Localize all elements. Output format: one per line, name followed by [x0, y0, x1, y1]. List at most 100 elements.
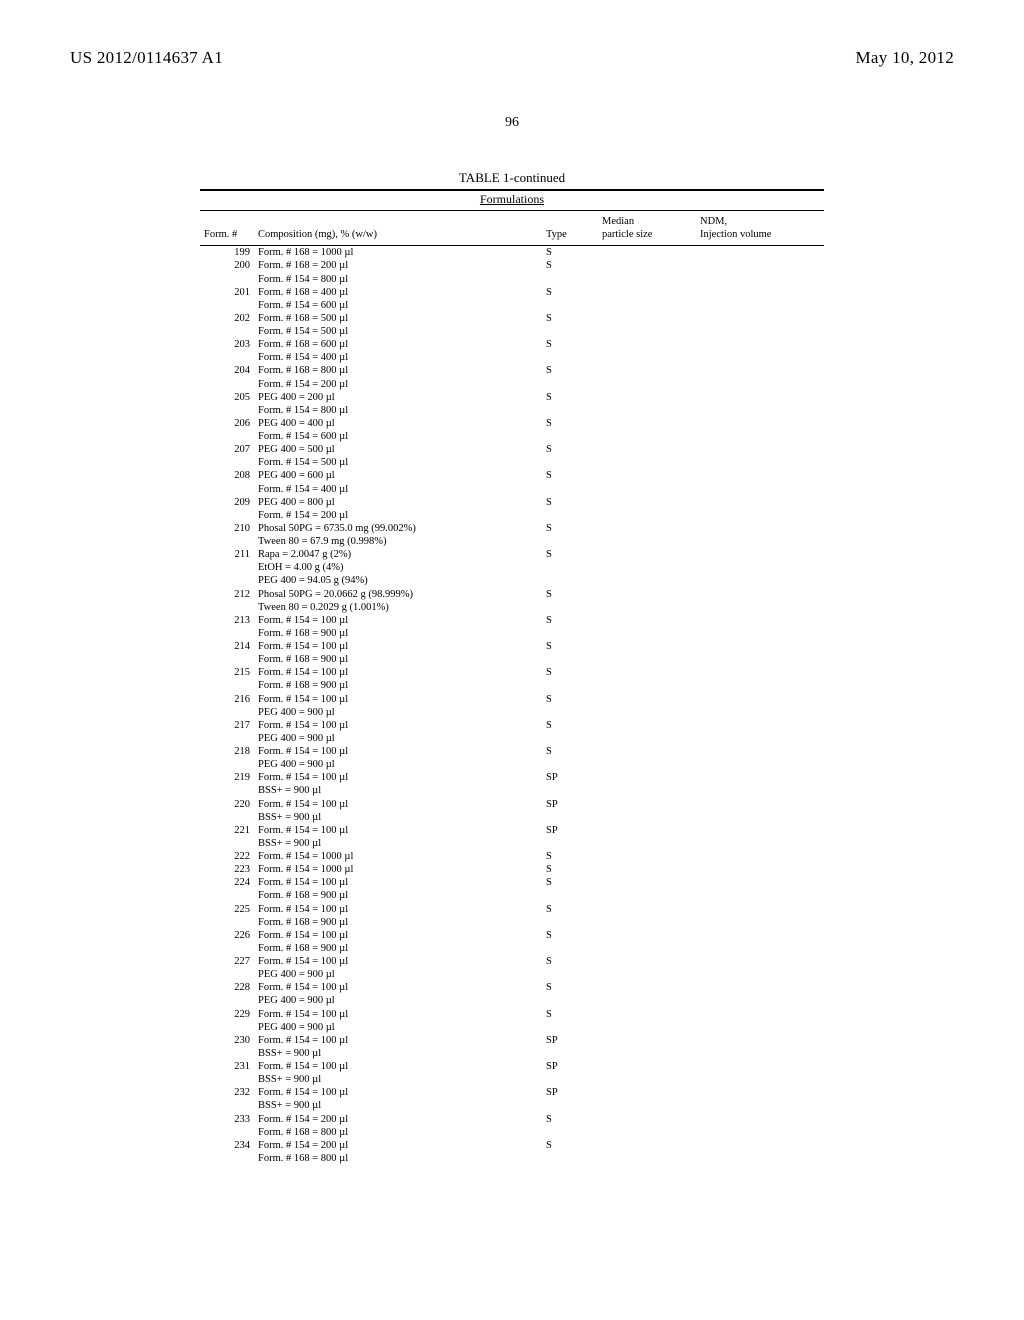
cell-type: S [542, 1139, 598, 1152]
cell-type [542, 535, 598, 548]
table-row: 233Form. # 154 = 200 µlS [200, 1113, 824, 1126]
cell-composition: Form. # 154 = 100 µl [254, 614, 542, 627]
cell-composition: PEG 400 = 200 µl [254, 391, 542, 404]
cell-form-number [200, 942, 254, 955]
cell-form-number [200, 509, 254, 522]
table-row: BSS+ = 900 µl [200, 811, 824, 824]
table-row: 234Form. # 154 = 200 µlS [200, 1139, 824, 1152]
cell-type: S [542, 259, 598, 272]
cell-median [598, 1126, 696, 1139]
cell-type: S [542, 1113, 598, 1126]
cell-form-number: 220 [200, 798, 254, 811]
formulations-table: TABLE 1-continued Formulations Form. # C… [200, 170, 824, 1165]
cell-form-number: 224 [200, 876, 254, 889]
cell-form-number [200, 653, 254, 666]
cell-form-number: 232 [200, 1086, 254, 1099]
cell-form-number: 223 [200, 863, 254, 876]
table-row: 222Form. # 154 = 1000 µlS [200, 850, 824, 863]
cell-type [542, 404, 598, 417]
cell-composition: Form. # 154 = 200 µl [254, 1113, 542, 1126]
cell-median [598, 430, 696, 443]
table-row: BSS+ = 900 µl [200, 1047, 824, 1060]
cell-composition: Form. # 154 = 800 µl [254, 273, 542, 286]
cell-form-number: 205 [200, 391, 254, 404]
cell-composition: Form. # 154 = 100 µl [254, 798, 542, 811]
cell-composition: PEG 400 = 900 µl [254, 758, 542, 771]
cell-composition: BSS+ = 900 µl [254, 1073, 542, 1086]
table-row: Tween 80 = 0.2029 g (1.001%) [200, 601, 824, 614]
cell-composition: Form. # 168 = 900 µl [254, 889, 542, 902]
cell-median [598, 509, 696, 522]
cell-composition: Form. # 154 = 100 µl [254, 1060, 542, 1073]
cell-ndm [696, 876, 824, 889]
cell-median [598, 548, 696, 561]
cell-composition: Form. # 168 = 900 µl [254, 627, 542, 640]
cell-form-number [200, 1126, 254, 1139]
cell-ndm [696, 351, 824, 364]
cell-ndm [696, 955, 824, 968]
cell-form-number: 214 [200, 640, 254, 653]
table-row: 221Form. # 154 = 100 µlSP [200, 824, 824, 837]
cell-median [598, 942, 696, 955]
cell-form-number: 200 [200, 259, 254, 272]
cell-type: S [542, 312, 598, 325]
table-row: 219Form. # 154 = 100 µlSP [200, 771, 824, 784]
cell-composition: Form. # 154 = 500 µl [254, 325, 542, 338]
cell-form-number: 199 [200, 246, 254, 260]
cell-type [542, 653, 598, 666]
table-row: 232Form. # 154 = 100 µlSP [200, 1086, 824, 1099]
cell-ndm [696, 391, 824, 404]
cell-median [598, 968, 696, 981]
cell-median [598, 994, 696, 1007]
cell-composition: Form. # 168 = 500 µl [254, 312, 542, 325]
cell-median [598, 1060, 696, 1073]
cell-form-number: 228 [200, 981, 254, 994]
cell-composition: Phosal 50PG = 6735.0 mg (99.002%) [254, 522, 542, 535]
cell-ndm [696, 417, 824, 430]
cell-composition: Form. # 154 = 100 µl [254, 1086, 542, 1099]
cell-median [598, 981, 696, 994]
table-row: 213Form. # 154 = 100 µlS [200, 614, 824, 627]
table-row: Form. # 154 = 400 µl [200, 483, 824, 496]
cell-ndm [696, 522, 824, 535]
cell-composition: Form. # 154 = 200 µl [254, 378, 542, 391]
cell-composition: BSS+ = 900 µl [254, 784, 542, 797]
cell-ndm [696, 496, 824, 509]
cell-form-number: 230 [200, 1034, 254, 1047]
cell-composition: PEG 400 = 600 µl [254, 469, 542, 482]
cell-median [598, 771, 696, 784]
cell-form-number: 225 [200, 903, 254, 916]
cell-type: S [542, 745, 598, 758]
cell-type [542, 1021, 598, 1034]
cell-ndm [696, 574, 824, 587]
cell-composition: Form. # 154 = 100 µl [254, 955, 542, 968]
cell-composition: Form. # 154 = 800 µl [254, 404, 542, 417]
table-row: Form. # 168 = 800 µl [200, 1126, 824, 1139]
cell-composition: Form. # 154 = 100 µl [254, 824, 542, 837]
cell-median [598, 338, 696, 351]
cell-composition: Form. # 154 = 600 µl [254, 299, 542, 312]
cell-ndm [696, 693, 824, 706]
table-row: Form. # 154 = 500 µl [200, 456, 824, 469]
cell-ndm [696, 968, 824, 981]
cell-composition: Form. # 154 = 200 µl [254, 1139, 542, 1152]
cell-type [542, 456, 598, 469]
cell-composition: PEG 400 = 500 µl [254, 443, 542, 456]
cell-composition: PEG 400 = 900 µl [254, 968, 542, 981]
cell-type: S [542, 719, 598, 732]
cell-form-number: 212 [200, 588, 254, 601]
table-header-row: Form. # Composition (mg), % (w/w) Type M… [200, 211, 824, 246]
cell-type: S [542, 496, 598, 509]
cell-type [542, 837, 598, 850]
cell-type [542, 378, 598, 391]
cell-form-number: 231 [200, 1060, 254, 1073]
cell-type [542, 784, 598, 797]
cell-type [542, 811, 598, 824]
cell-median [598, 273, 696, 286]
cell-form-number [200, 889, 254, 902]
cell-median [598, 364, 696, 377]
table-row: 207PEG 400 = 500 µlS [200, 443, 824, 456]
cell-form-number [200, 574, 254, 587]
cell-ndm [696, 929, 824, 942]
cell-type [542, 1073, 598, 1086]
